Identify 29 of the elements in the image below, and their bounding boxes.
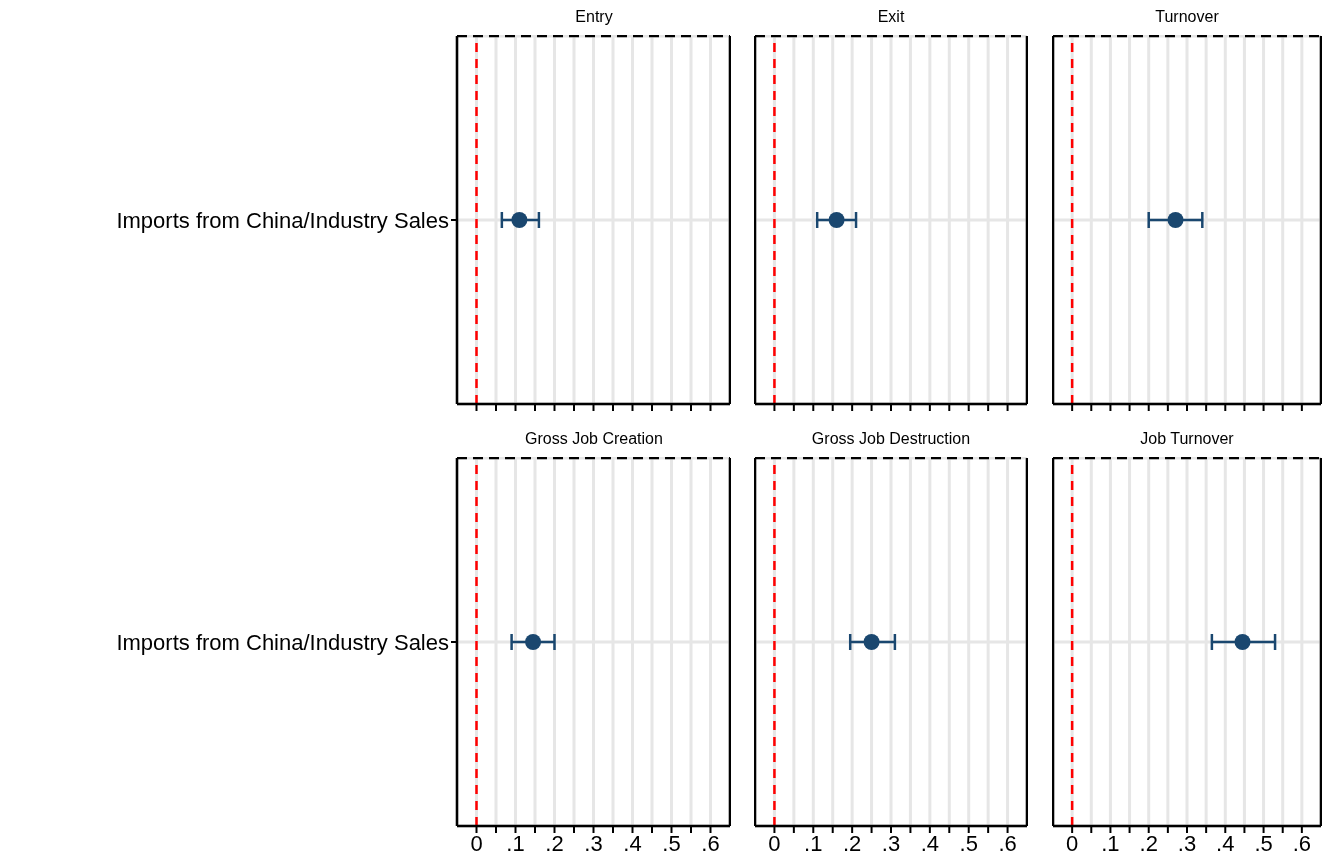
x-tick-label: .6 bbox=[998, 830, 1017, 856]
chart-title: Job Turnover bbox=[1139, 429, 1235, 449]
x-tick-label: 0 bbox=[1066, 830, 1079, 856]
x-tick-label: .4 bbox=[920, 830, 940, 856]
chart-title: Turnover bbox=[1154, 7, 1220, 27]
x-tick-label: .2 bbox=[545, 830, 564, 856]
x-tick-label: .6 bbox=[1292, 830, 1312, 856]
y-tick-label: Imports from China/Industry Sales bbox=[116, 207, 449, 233]
x-tick-label: .1 bbox=[506, 830, 525, 856]
x-tick-label: .6 bbox=[701, 830, 720, 856]
x-tick-label: .1 bbox=[1101, 830, 1120, 856]
x-tick-label: .3 bbox=[1177, 830, 1197, 856]
x-tick-label: 0 bbox=[470, 830, 483, 856]
x-tick-label: .5 bbox=[1254, 830, 1273, 856]
chart-title: Exit bbox=[876, 7, 906, 27]
x-tick-label: .2 bbox=[842, 830, 862, 856]
x-tick-label: .3 bbox=[881, 830, 901, 856]
x-tick-label: .5 bbox=[959, 830, 978, 856]
x-tick-label: .3 bbox=[584, 830, 603, 856]
x-tick-label: .1 bbox=[804, 830, 823, 856]
x-tick-label: .5 bbox=[662, 830, 681, 856]
x-tick-label: .4 bbox=[623, 830, 642, 856]
chart-title: Gross Job Creation bbox=[524, 429, 664, 449]
chart-title: Entry bbox=[574, 7, 614, 27]
x-tick-label: .4 bbox=[1216, 830, 1235, 856]
x-tick-label: .2 bbox=[1139, 830, 1158, 856]
y-tick-label: Imports from China/Industry Sales bbox=[116, 629, 449, 655]
chart-title: Gross Job Destruction bbox=[810, 429, 972, 449]
x-tick-label: 0 bbox=[768, 830, 781, 856]
